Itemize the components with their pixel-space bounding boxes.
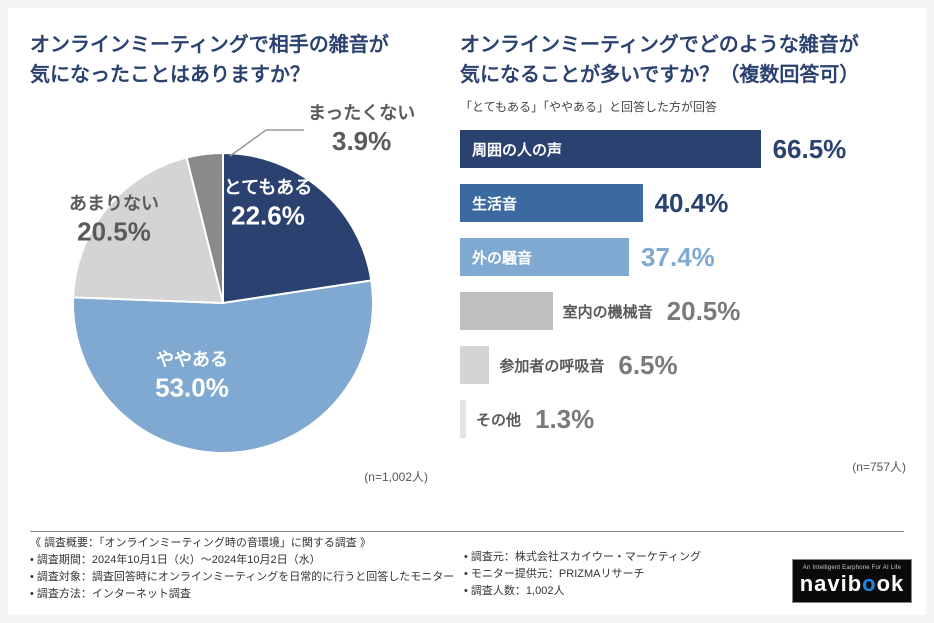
- pie-label-somewhat-name: ややある: [155, 349, 229, 372]
- bar-value-0: 66.5%: [773, 126, 847, 172]
- footer-right-0: • 調査元：株式会社スカイウー・マーケティング: [464, 549, 701, 566]
- pie-label-very-pct: 22.6%: [231, 200, 305, 230]
- bar-rect-4: [460, 346, 489, 384]
- pie-label-very-name: とてもある: [224, 177, 313, 200]
- pie-label-none: まったくない 3.9%: [308, 102, 415, 157]
- footer-right-1: • モニター提供元：PRIZMAリサーチ: [464, 566, 701, 583]
- survey-footer: 《 調査概要：「オンラインミーティング時の音環境」に関する調査 》 • 調査期間…: [30, 535, 910, 603]
- pie-sample-size: (n=1,002人): [364, 468, 428, 485]
- pie-label-none-pct: 3.9%: [332, 126, 391, 156]
- pie-label-notmuch-pct: 20.5%: [77, 216, 151, 246]
- bar-value-1: 40.4%: [655, 180, 729, 226]
- bar-label-0: 周囲の人の声: [472, 126, 562, 172]
- footer-rule: [30, 531, 904, 532]
- bar-sample-size: (n=757人): [852, 458, 906, 475]
- bar-label-3: 室内の機械音: [563, 288, 653, 334]
- bar-value-2: 37.4%: [641, 234, 715, 280]
- bar-rect-5: [460, 400, 466, 438]
- bar-value-3: 20.5%: [667, 288, 741, 334]
- pie-label-very: とてもある 22.6%: [224, 177, 313, 232]
- pie-label-somewhat: ややある 53.0%: [155, 349, 229, 404]
- bar-row-5: その他 1.3%: [460, 396, 912, 442]
- bar-value-4: 6.5%: [618, 342, 677, 388]
- bar-row-1: 生活音 40.4%: [460, 180, 912, 226]
- pie-callout-line: [8, 8, 448, 508]
- pie-label-none-name: まったくない: [308, 102, 415, 125]
- footer-right-2: • 調査人数：1,002人: [464, 583, 701, 600]
- bar-label-1: 生活音: [472, 180, 517, 226]
- left-panel: オンラインミーティングで相手の雑音が気になったことはありますか？ まったくない …: [8, 8, 448, 615]
- bar-question: オンラインミーティングでどのような雑音が気になることが多いですか？（複数回答可）: [460, 30, 859, 90]
- brand-logo: An Intelligent Earphone For AI Life navi…: [792, 559, 912, 603]
- bar-value-5: 1.3%: [535, 396, 594, 442]
- pie-label-notmuch-name: あまりない: [69, 193, 159, 216]
- bar-subnote: 「とてもある」「ややある」と回答した方が回答: [460, 98, 717, 115]
- bar-row-0: 周囲の人の声 66.5%: [460, 126, 912, 172]
- logo-text: navibook: [800, 571, 905, 597]
- footer-col2: • 調査元：株式会社スカイウー・マーケティング • モニター提供元：PRIZMA…: [464, 549, 701, 600]
- infographic-frame: オンラインミーティングで相手の雑音が気になったことはありますか？ まったくない …: [8, 8, 926, 615]
- bar-label-4: 参加者の呼吸音: [499, 342, 604, 388]
- bar-label-2: 外の騒音: [472, 234, 532, 280]
- bar-row-4: 参加者の呼吸音 6.5%: [460, 342, 912, 388]
- pie-label-somewhat-pct: 53.0%: [155, 372, 229, 402]
- bar-rect-3: [460, 292, 553, 330]
- bar-row-3: 室内の機械音 20.5%: [460, 288, 912, 334]
- bar-chart: 周囲の人の声 66.5% 生活音 40.4% 外の騒音 37.4% 室内の機械音 20.5% 参…: [460, 126, 912, 450]
- bar-label-5: その他: [476, 396, 521, 442]
- bar-row-2: 外の騒音 37.4%: [460, 234, 912, 280]
- pie-label-notmuch: あまりない 20.5%: [69, 193, 159, 248]
- right-panel: オンラインミーティングでどのような雑音が気になることが多いですか？（複数回答可）…: [460, 8, 926, 615]
